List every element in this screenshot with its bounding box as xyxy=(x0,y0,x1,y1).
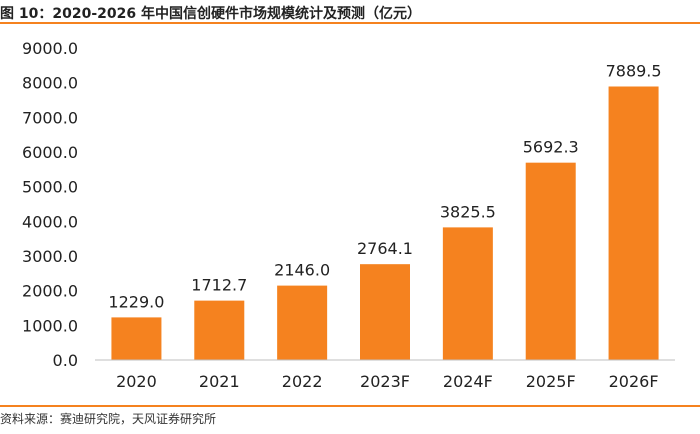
source-note: 资料来源：赛迪研究院，天风证券研究所 xyxy=(0,412,217,426)
chart-area: 0.0 1000.0 2000.0 3000.0 4000.0 5000.0 6000.0 7… xyxy=(0,24,700,404)
y-tick-label: 3000.0 xyxy=(22,247,78,266)
y-tick-label: 2000.0 xyxy=(22,282,78,301)
source-divider xyxy=(0,405,700,407)
y-tick-label: 0.0 xyxy=(53,351,78,370)
x-tick-label: 2025F xyxy=(526,372,576,391)
data-label: 1712.7 xyxy=(191,276,247,295)
y-tick-label: 9000.0 xyxy=(22,39,78,58)
data-label: 2764.1 xyxy=(357,239,413,258)
bar xyxy=(442,227,493,360)
x-tick-label: 2020 xyxy=(116,372,157,391)
x-tick-label: 2021 xyxy=(199,372,240,391)
x-tick-label: 2023F xyxy=(360,372,410,391)
bar xyxy=(608,86,659,361)
y-tick-label: 4000.0 xyxy=(22,212,78,231)
title-divider xyxy=(0,22,700,24)
x-tick-label: 2026F xyxy=(609,372,659,391)
bar xyxy=(360,264,410,360)
bar xyxy=(525,162,576,360)
data-label: 1229.0 xyxy=(108,292,164,311)
data-label: 5692.3 xyxy=(523,138,579,157)
bar xyxy=(194,300,245,360)
y-tick-label: 7000.0 xyxy=(22,108,78,127)
y-tick-label: 6000.0 xyxy=(22,143,78,162)
y-tick-label: 8000.0 xyxy=(22,74,78,93)
y-tick-label: 5000.0 xyxy=(22,178,78,197)
y-tick-label: 1000.0 xyxy=(22,316,78,335)
chart-title: 图 10：2020-2026 年中国信创硬件市场规模统计及预测（亿元） xyxy=(0,6,421,22)
bar-chart: 0.0 1000.0 2000.0 3000.0 4000.0 5000.0 6000.0 7… xyxy=(22,39,675,391)
bar xyxy=(111,317,162,360)
x-tick-label: 2024F xyxy=(443,372,493,391)
bar xyxy=(277,285,328,360)
x-tick-label: 2022 xyxy=(282,372,323,391)
data-label: 2146.0 xyxy=(274,261,330,280)
data-label: 7889.5 xyxy=(606,61,662,80)
data-label: 3825.5 xyxy=(440,202,496,221)
